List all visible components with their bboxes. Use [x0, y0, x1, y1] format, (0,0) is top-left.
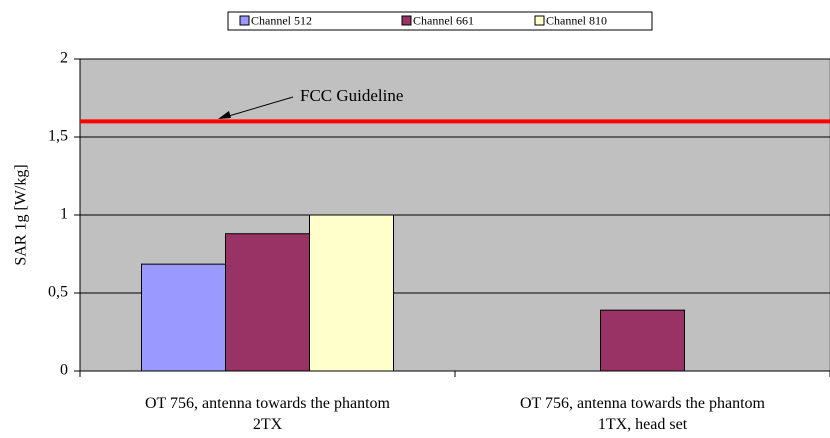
legend-swatch [534, 15, 545, 26]
bar [600, 309, 685, 372]
legend-box [227, 11, 653, 31]
legend-label: Channel 661 [413, 13, 474, 27]
legend-swatch [401, 15, 412, 26]
reference-arrowhead [218, 111, 231, 119]
x-tick-label: OT 756, antenna towards the phantom 1TX,… [520, 395, 765, 433]
y-axis-label: SAR 1g [W/kg] [13, 164, 30, 265]
legend-label: Channel 512 [251, 13, 312, 27]
reference-arrow [221, 96, 294, 119]
y-tick-label: 0,5 [48, 284, 68, 301]
y-tick-label: 1 [60, 206, 68, 223]
reference-label: FCC Guideline [300, 86, 403, 105]
bar [309, 214, 394, 372]
bar [225, 233, 310, 372]
bar [141, 263, 226, 372]
y-tick-label: 2 [60, 50, 68, 67]
x-tick-label: OT 756, antenna towards the phantom 2TX [145, 395, 390, 433]
y-tick-label: 1,5 [48, 128, 68, 145]
legend-label: Channel 810 [546, 13, 607, 27]
legend-swatch [239, 15, 250, 26]
y-tick-label: 0 [60, 362, 68, 379]
